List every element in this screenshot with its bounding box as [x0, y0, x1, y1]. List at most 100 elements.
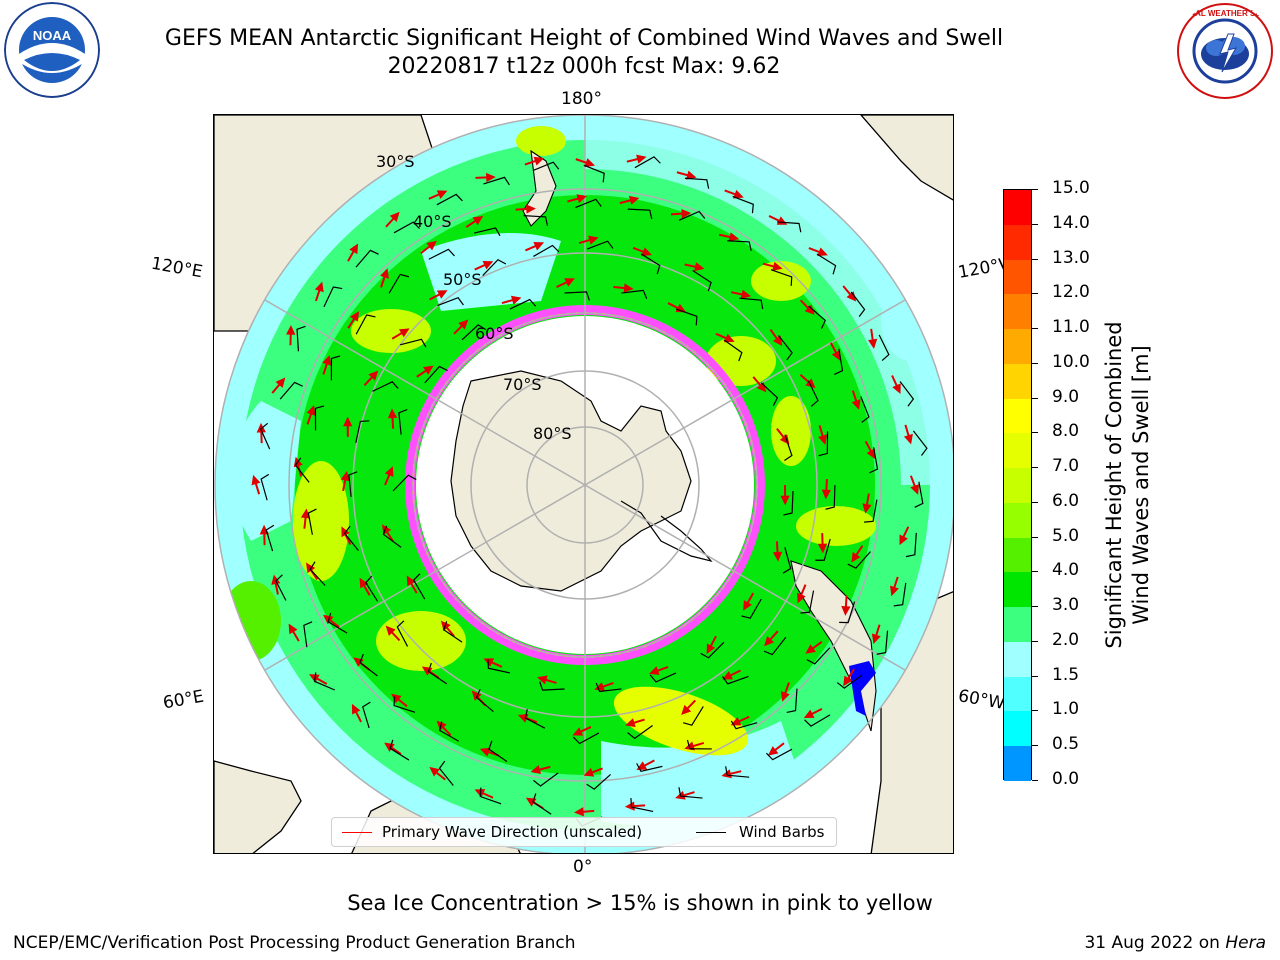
wind-barb	[621, 289, 648, 299]
wave-arrow-head	[426, 240, 437, 251]
wind-barb	[412, 573, 426, 600]
wind-barb	[783, 490, 794, 516]
colorbar-tick	[1032, 606, 1038, 608]
wave-arrow-head	[851, 399, 861, 410]
lat-label-70s: 70°S	[503, 375, 542, 394]
colorbar-tick	[1032, 328, 1038, 330]
colorbar-label: Significant Height of Combined Wind Wave…	[1101, 321, 1155, 648]
wind-barb	[727, 240, 752, 251]
wave-arrow-head	[286, 324, 296, 335]
wave-arrow-head	[472, 215, 484, 226]
wave-arrow-head	[722, 671, 733, 680]
wave-arrow-head	[803, 709, 815, 719]
wave-arrow-head	[843, 675, 853, 687]
wind-barb	[365, 575, 379, 602]
wind-barb	[760, 382, 779, 407]
wave-arrow-head	[479, 747, 491, 757]
colorbar-segment	[1004, 746, 1031, 781]
lat-label-40s: 40°S	[413, 212, 452, 231]
svg-text:NOAA: NOAA	[33, 28, 72, 43]
wave-arrow-head	[436, 290, 448, 299]
wave-arrow-head	[866, 448, 876, 460]
colorbar-tick	[1032, 780, 1038, 781]
wave-arrow-head	[423, 365, 434, 375]
wave-arrow-head	[772, 335, 783, 347]
wave-arrow-head	[694, 262, 705, 272]
colorbar-tick-label: 0.5	[1052, 734, 1080, 755]
wind-barb	[878, 334, 890, 362]
wind-barb	[850, 291, 866, 318]
wave-arrow-head	[322, 355, 332, 366]
nws-logo: ★ NATIONAL WEATHER SERVICE ★	[1176, 2, 1274, 100]
wave-arrow-head	[530, 765, 542, 775]
wave-arrow-head	[851, 552, 861, 563]
wind-barb	[327, 612, 348, 634]
colorbar-tick-label: 12.0	[1052, 282, 1090, 303]
colorbar-tick-label: 6.0	[1052, 490, 1080, 511]
wind-barb	[265, 524, 275, 552]
wind-barb	[678, 787, 703, 799]
wind-barb	[479, 787, 502, 805]
wave-arrow-head	[892, 383, 901, 394]
wind-barb	[359, 653, 378, 677]
wave-arrow-head	[368, 370, 379, 381]
wind-barb	[807, 380, 819, 407]
colorbar-tick-label: 11.0	[1052, 317, 1090, 338]
wave-arrow-head	[862, 503, 872, 514]
wind-barb	[533, 244, 560, 257]
wind-barb	[388, 273, 410, 294]
wind-barb	[355, 249, 379, 268]
footer-date-text: 31 Aug 2022 on	[1084, 933, 1220, 953]
wind-barb	[396, 620, 409, 647]
wave-arrow-head	[573, 807, 584, 817]
wind-barb	[914, 481, 924, 508]
chart-subtitle: 20220817 t12z 000h fcst Max: 9.62	[387, 54, 781, 79]
wave-arrow-head	[899, 534, 908, 546]
wave-arrow-head	[350, 311, 360, 322]
wave-arrow-head	[288, 623, 298, 635]
antarctica	[450, 370, 692, 592]
colorbar-tick-label: 1.0	[1052, 699, 1080, 720]
wind-barb	[686, 739, 712, 750]
colorbar-tick-label: 15.0	[1052, 178, 1090, 198]
colorbar-tick	[1032, 675, 1038, 677]
lat-label-30s: 30°S	[376, 152, 415, 171]
wave-arrow-head	[636, 154, 647, 164]
lat-label-50s: 50°S	[443, 270, 482, 289]
wind-barb	[372, 381, 399, 392]
wave-arrow-head	[871, 633, 881, 645]
wave-arrow-head	[275, 377, 286, 388]
wind-barb	[437, 297, 464, 307]
wind-barb	[524, 709, 546, 729]
wave-arrow-head	[458, 319, 469, 330]
wave-arrow-head	[817, 543, 828, 554]
wave-arrow-head	[584, 158, 595, 167]
colorbar-tick	[1032, 432, 1038, 434]
wind-barb	[393, 696, 416, 713]
wind-barb	[741, 598, 762, 619]
wind-barb	[765, 748, 793, 761]
wind-barb	[362, 701, 371, 729]
wave-arrow-head	[733, 189, 744, 199]
colorbar-tick	[1032, 640, 1038, 642]
wind-barb	[314, 405, 325, 431]
wind-barb	[627, 208, 653, 220]
colorbar-tick-label: 5.0	[1052, 525, 1080, 546]
wind-barb	[532, 793, 552, 815]
wind-barb	[586, 774, 611, 790]
wind-barb	[804, 714, 831, 727]
legend-wind-barbs-label: Wind Barbs	[739, 823, 825, 841]
footer-date: 31 Aug 2022 on Hera	[1084, 933, 1266, 953]
wave-arrow-head	[781, 691, 790, 702]
colorbar-tick	[1032, 362, 1038, 364]
wind-barb	[389, 739, 410, 761]
wind-barb	[309, 561, 326, 586]
colorbar-segment	[1004, 468, 1031, 503]
wind-barb	[259, 422, 271, 450]
wave-arrow-head	[349, 243, 359, 255]
colorbar-tick-label: 0.0	[1052, 769, 1080, 789]
wind-barb	[488, 740, 508, 763]
wind-barb	[428, 248, 455, 260]
wave-arrow-head	[533, 241, 545, 251]
wave-arrow-head	[340, 470, 350, 482]
